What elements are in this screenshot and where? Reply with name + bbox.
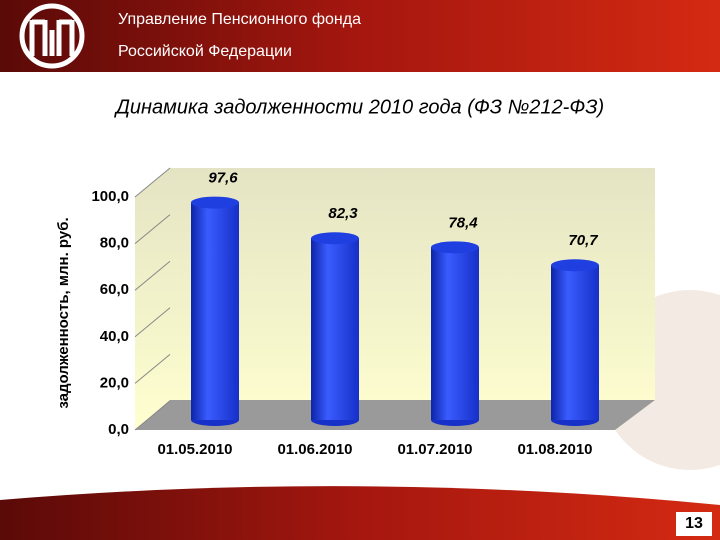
logo	[19, 3, 85, 69]
y-tick-label: 80,0	[100, 235, 129, 252]
grid-line	[134, 260, 171, 291]
grid-line	[134, 400, 171, 431]
y-tick-label: 100,0	[91, 188, 129, 205]
bar	[551, 265, 599, 420]
chart-title: Динамика задолженности 2010 года (ФЗ №21…	[114, 96, 604, 118]
y-tick-label: 20,0	[100, 374, 129, 391]
back-wall	[135, 168, 655, 430]
header-subtitle: Российской Федерации	[118, 43, 292, 60]
grid-line	[134, 214, 171, 244]
bar-top	[311, 232, 359, 245]
bar-top	[551, 259, 599, 272]
bar-top	[191, 196, 239, 209]
floor	[135, 400, 655, 430]
value-label: 97,6	[208, 170, 238, 187]
y-tick-label: 0,0	[108, 421, 129, 438]
bar	[191, 202, 239, 420]
y-tick-label: 40,0	[100, 328, 129, 345]
value-label: 82,3	[328, 205, 358, 222]
y-tick-label: 60,0	[100, 281, 129, 298]
page-number-box	[676, 512, 712, 536]
value-label: 78,4	[448, 214, 478, 231]
grid-line	[134, 307, 171, 338]
grid-line	[134, 354, 171, 384]
page-number: 13	[685, 515, 703, 532]
value-label: 70,7	[568, 232, 598, 249]
x-tick-label: 01.05.2010	[157, 441, 232, 458]
bar	[431, 247, 479, 420]
x-tick-label: 01.08.2010	[517, 441, 592, 458]
x-tick-label: 01.07.2010	[397, 441, 472, 458]
bar-top	[431, 241, 479, 254]
y-axis-label: задолженность, млн. руб.	[55, 217, 72, 408]
footer-band	[0, 486, 720, 540]
x-tick-label: 01.06.2010	[277, 441, 352, 458]
header-band	[0, 0, 720, 72]
bar	[311, 238, 359, 420]
header-title: Управление Пенсионного фонда	[118, 11, 361, 28]
grid-line	[134, 167, 171, 198]
